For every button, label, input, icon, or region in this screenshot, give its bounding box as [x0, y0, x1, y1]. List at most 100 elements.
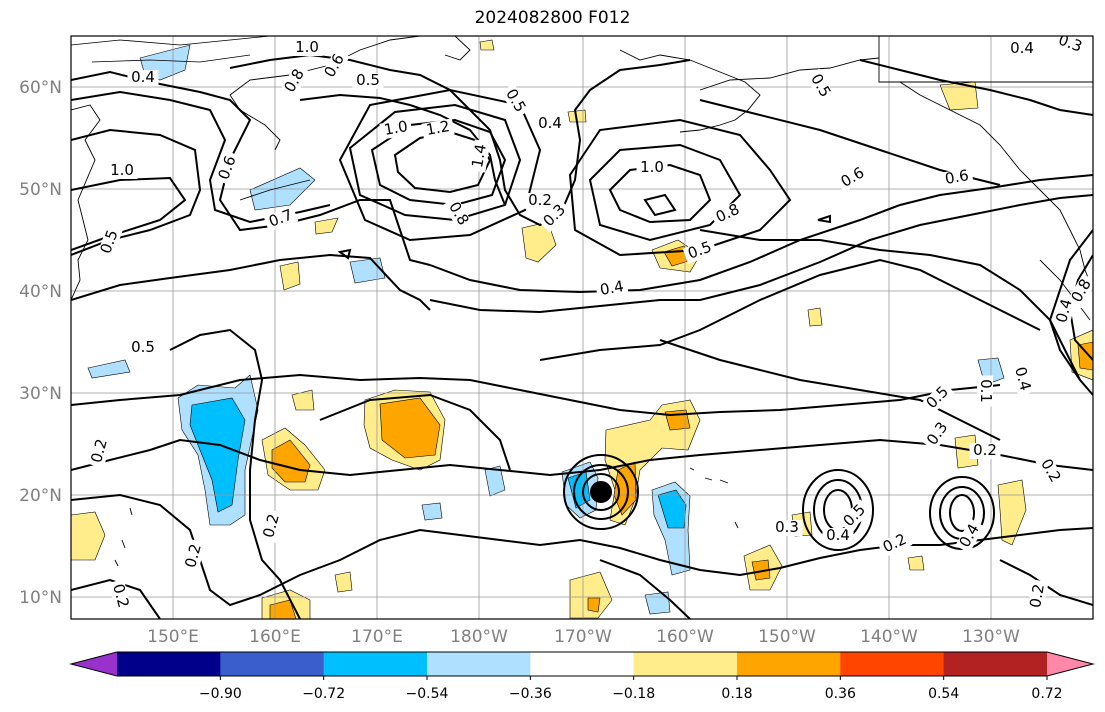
contour-label-background — [1052, 36, 1088, 57]
contour-label-background — [1027, 579, 1049, 613]
lon-label: 170°E — [351, 627, 403, 647]
map-frame — [70, 35, 1094, 620]
contour-label-background — [538, 199, 572, 233]
contour-label-background — [320, 48, 350, 84]
contour-label: 0.4 — [1052, 297, 1076, 325]
contour-label-background — [710, 200, 746, 228]
contour-label: 1.0 — [295, 38, 319, 56]
contour-label-background — [88, 433, 112, 469]
contour-label: 0.2 — [109, 582, 133, 610]
contour-label: 0.4 — [599, 277, 626, 299]
colorbar: −0.90 −0.72 −0.54 −0.36 −0.18 0.18 0.36 0.54 0.7… — [69, 651, 1095, 702]
contour-label-background — [534, 116, 566, 132]
colorbar-segment — [943, 652, 1048, 676]
contour-label-background — [636, 160, 668, 176]
contour-label-background — [805, 68, 835, 104]
colorbar-segment — [737, 652, 841, 676]
contour-label-background — [106, 163, 138, 179]
colorbar-ticks: −0.90 −0.72 −0.54 −0.36 −0.18 0.18 0.36 0.54 0.7… — [199, 676, 1063, 702]
contour-label-background — [352, 73, 384, 89]
contour-label: 0.3 — [775, 518, 799, 536]
contour-label-background — [291, 40, 323, 56]
contour-label-background — [822, 528, 854, 544]
colorbar-segment — [427, 652, 531, 676]
lat-label: 60°N — [19, 78, 62, 98]
contour-label: 0.2 — [973, 441, 997, 459]
lon-label: 160°E — [249, 627, 301, 647]
lat-labels: 60°N 50°N 40°N 30°N 20°N 10°N — [19, 78, 62, 608]
contour-label-background — [835, 163, 871, 193]
lat-label: 10°N — [19, 588, 62, 608]
map-content: 1.00.4 0.80.6 0.50.40.50.50.4 0.31.0 1.21.40… — [71, 36, 1093, 619]
colorbar-extend-low — [71, 652, 117, 676]
contour-label: 0.2 — [1026, 583, 1048, 610]
contour-label-background — [969, 443, 1001, 459]
contour-label: 0.6 — [944, 166, 971, 188]
contour-label-background — [379, 118, 413, 140]
contour-label-background — [97, 224, 123, 260]
colorbar-tick-label: 0.54 — [928, 686, 959, 702]
colorbar-tick-label: −0.54 — [406, 686, 449, 702]
contours-thin — [71, 36, 271, 63]
colorbar-tick-label: 0.72 — [1031, 686, 1062, 702]
colorbar-segments — [71, 652, 1093, 676]
colorbar-tick-label: −0.72 — [302, 686, 345, 702]
negative-shading — [87, 44, 1005, 615]
colorbar-tick-label: 0.36 — [825, 686, 856, 702]
colorbar-tick-label: −0.18 — [612, 686, 655, 702]
contour-label: 0.4 — [826, 526, 850, 544]
contour-label-background — [500, 83, 530, 119]
contour-label: 1.0 — [640, 158, 664, 176]
contour-label: 0.4 — [131, 68, 155, 86]
contour-label-background — [922, 416, 954, 452]
colorbar-segment — [323, 652, 428, 676]
lon-label: 180°W — [450, 627, 508, 647]
contour-label-background — [127, 340, 159, 356]
contour-label-background — [260, 508, 284, 544]
colorbar-segment — [633, 652, 738, 676]
contour-label-background — [595, 278, 629, 300]
lon-label: 150°E — [147, 627, 199, 647]
contour-label: 0.2 — [181, 542, 205, 570]
contour-label: 0.2 — [259, 512, 283, 540]
colorbar-segment — [840, 652, 945, 676]
contour-label: 0.4 — [1010, 39, 1034, 57]
lon-label: 160°W — [656, 627, 714, 647]
lat-label: 50°N — [19, 180, 62, 200]
lon-label: 150°W — [758, 627, 816, 647]
contour-label-background — [127, 70, 159, 86]
map-panel: 1.00.4 0.80.6 0.50.40.50.50.4 0.31.0 1.21.40… — [70, 35, 1094, 620]
contours-thick — [71, 53, 1093, 619]
contour-label-background — [877, 530, 913, 558]
contour-label-background — [443, 196, 473, 232]
contour-label-background — [1053, 293, 1077, 329]
contour-label: 1.4 — [468, 143, 490, 170]
contour-label: 0.4 — [538, 114, 562, 132]
lat-label: 20°N — [19, 486, 62, 506]
contour-label: 1.0 — [110, 161, 134, 179]
contour-label: 0.4 — [1011, 365, 1035, 393]
contour-label: 0.2 — [87, 437, 111, 465]
contour-label-background — [838, 499, 872, 533]
coastlines — [71, 36, 1093, 567]
colorbar-extend-high — [1047, 652, 1093, 676]
contour-label-background — [921, 381, 955, 415]
figure-title: 2024082800 F012 — [474, 8, 631, 28]
colorbar-outline — [69, 651, 1095, 677]
colorbar-segment — [220, 652, 325, 676]
contour-label-background — [280, 63, 310, 99]
contour-label: 0.5 — [356, 71, 380, 89]
colorbar-tick-label: 0.18 — [721, 686, 752, 702]
contour-label-background — [977, 375, 993, 407]
contour-label-background — [771, 520, 803, 536]
contour-label: 0.1 — [977, 379, 995, 403]
contour-label-background — [524, 193, 556, 209]
contour-label: 0.2 — [528, 191, 552, 209]
contour-label-background — [682, 238, 718, 264]
contour-label-background — [182, 538, 206, 574]
colorbar-segment — [530, 652, 635, 676]
contour-label: 0.5 — [131, 338, 155, 356]
lon-labels: 150°E 160°E 170°E 180°W 170°W 160°W 150°… — [147, 627, 1020, 647]
contour-label-background — [1006, 41, 1038, 57]
